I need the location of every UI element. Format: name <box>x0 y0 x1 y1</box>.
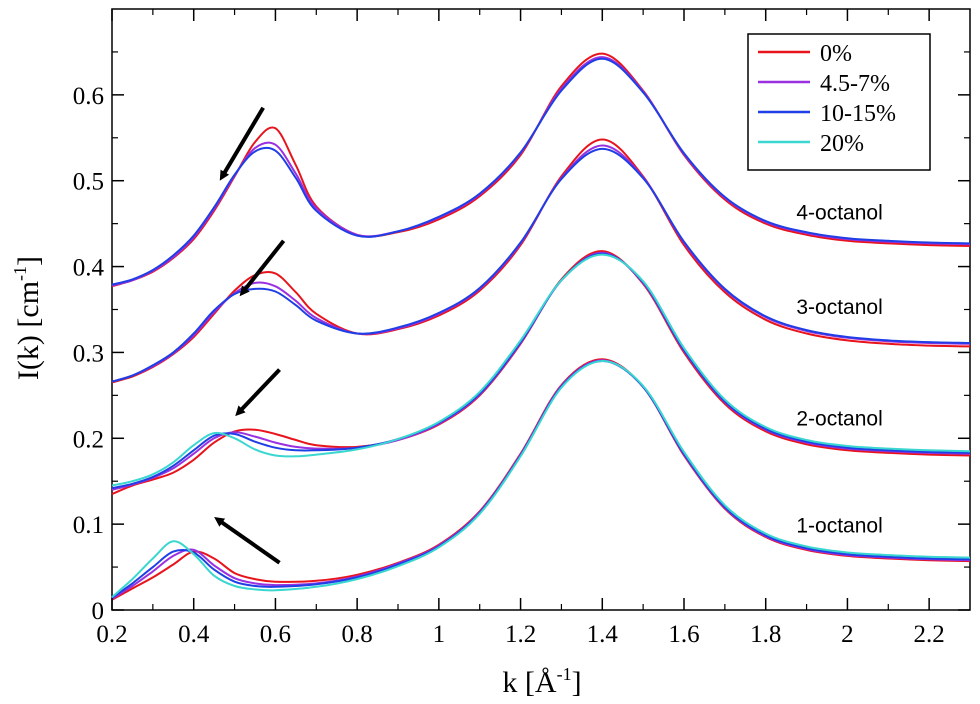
curve-group-2-octanol <box>111 250 971 496</box>
legend-label-10-15%: 10-15% <box>820 101 896 127</box>
y-tick-label: 0.4 <box>73 255 105 282</box>
series-line-4-octanol-0% <box>111 52 971 288</box>
x-axis-title: k [Å-1] <box>502 664 581 699</box>
series-line-3-octanol-10-15% <box>111 147 971 383</box>
annotations: 4-octanol 3-octanol 2-octanol 1-octanol <box>214 106 883 565</box>
y-tick-label: 0.2 <box>73 426 104 453</box>
x-tick-label: 0.4 <box>178 621 210 648</box>
curve-label-4-octanol: 4-octanol <box>796 201 882 224</box>
y-axis-title-close: ] <box>12 256 45 266</box>
x-tick-label: 2.2 <box>914 621 945 648</box>
curve-group-1-octanol <box>111 358 971 601</box>
legend-label-4.5-7%: 4.5-7% <box>820 71 890 97</box>
y-tick-label: 0.3 <box>73 340 104 367</box>
legend: 0% 4.5-7% 10-15% 20% <box>747 33 931 171</box>
legend-label-20%: 20% <box>820 131 864 157</box>
series-line-1-octanol-10-15% <box>111 359 971 599</box>
series-line-1-octanol-0% <box>111 358 971 601</box>
curve-label-2-octanol: 2-octanol <box>796 407 882 430</box>
legend-label-0%: 0% <box>820 41 852 67</box>
x-axis-title-sup: -1 <box>557 664 572 684</box>
x-tick-label: 0.8 <box>342 621 373 648</box>
curve-group-4-octanol <box>111 52 971 288</box>
y-tick-label: 0.1 <box>73 512 104 539</box>
series-line-1-octanol-20% <box>111 359 971 598</box>
y-tick-label: 0 <box>92 598 105 625</box>
x-tick-label: 1 <box>433 621 446 648</box>
shift-arrow-2-octanol <box>235 368 281 417</box>
curves <box>111 52 971 601</box>
series-line-3-octanol-4.5-7% <box>111 144 971 383</box>
series-line-1-octanol-4.5-7% <box>111 359 971 600</box>
y-axis-title-sup: -1 <box>10 266 30 281</box>
x-tick-label: 1.2 <box>505 621 536 648</box>
y-tick-label: 0.5 <box>73 169 104 196</box>
x-axis-title-main: k [Å <box>502 666 556 699</box>
y-tick-label: 0.6 <box>73 83 104 110</box>
y-axis-title: I(k) [cm-1] <box>10 256 45 380</box>
curve-label-3-octanol: 3-octanol <box>796 296 882 319</box>
x-axis-title-close: ] <box>572 666 582 699</box>
y-axis-title-main: I(k) [cm <box>12 281 45 380</box>
shift-arrow-4-octanol <box>219 106 265 181</box>
x-tick-label: 0.6 <box>260 621 291 648</box>
x-tick-label: 1.4 <box>587 621 619 648</box>
shift-arrow-3-octanol <box>239 239 286 297</box>
x-tick-label: 0.2 <box>96 621 127 648</box>
series-line-2-octanol-0% <box>111 250 971 496</box>
x-tick-label: 2 <box>841 621 854 648</box>
axes: 0.2 0.4 0.6 0.8 1 1.2 1.4 1.6 1.8 2 2.2 0 0.1 0.2 0.3 0… <box>73 9 970 648</box>
shift-arrow-1-octanol <box>214 516 281 565</box>
x-tick-label: 1.6 <box>668 621 699 648</box>
series-line-4-octanol-10-15% <box>111 57 971 286</box>
x-tick-label: 1.8 <box>750 621 781 648</box>
legend-items: 0% 4.5-7% 10-15% 20% <box>758 41 896 157</box>
curve-label-1-octanol: 1-octanol <box>796 515 882 538</box>
series-line-2-octanol-20% <box>111 253 971 487</box>
legend-box <box>747 33 931 171</box>
curve-group-3-octanol <box>111 138 971 384</box>
series-line-3-octanol-0% <box>111 138 971 384</box>
